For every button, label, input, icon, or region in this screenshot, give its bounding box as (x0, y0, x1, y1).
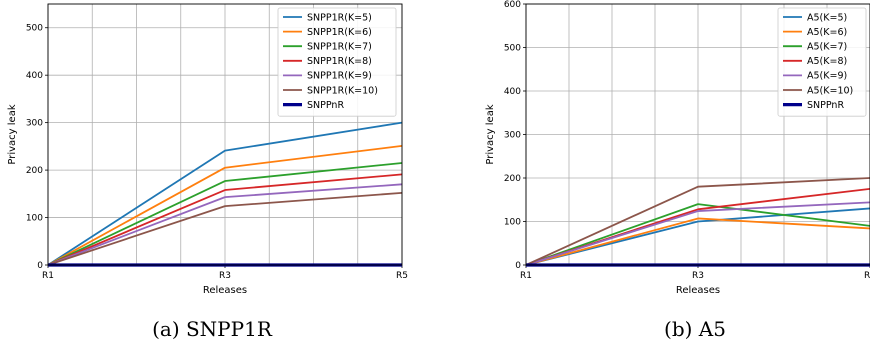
x-tick-label: R5 (864, 271, 870, 281)
legend-box (277, 7, 397, 117)
y-tick-label: 300 (504, 131, 521, 141)
legend-entry: A5(K=6) (807, 27, 847, 38)
legend-entry: A5(K=8) (807, 56, 847, 67)
x-tick-label: R3 (692, 271, 704, 281)
legend-entry: SNPP1R(K=10) (307, 85, 378, 96)
legend-entry: SNPP1R(K=9) (307, 71, 372, 82)
series-line (47, 144, 403, 266)
series-line (525, 201, 870, 266)
legend-entry: SNPP1R(K=8) (307, 56, 372, 67)
x-axis-label: Releases (203, 285, 247, 296)
y-tick-label: 0 (37, 261, 43, 271)
legend-entry: SNPP1R(K=6) (307, 27, 372, 38)
legend-entry: SNPPnR (307, 100, 344, 111)
plot-frame (47, 3, 403, 266)
y-axis-label: Privacy leak (485, 104, 496, 164)
y-tick-label: 500 (504, 44, 521, 54)
series-line (525, 177, 870, 266)
chart-caption: (b) A5 (664, 317, 726, 341)
legend-entry: SNPPnR (807, 100, 844, 111)
y-tick-label: 300 (26, 119, 43, 129)
chart-2: 0 100 200 300 400 500 600 R1 R3 R5 Releases Privacy… (485, 0, 870, 341)
legend-entry: A5(K=5) (807, 12, 847, 23)
legend-entry: SNPP1R(K=5) (307, 12, 372, 23)
y-tick-label: 100 (504, 218, 521, 228)
series-line (47, 121, 403, 266)
x-axis-label: Releases (676, 285, 720, 296)
y-tick-label: 200 (26, 166, 43, 176)
y-axis-label: Privacy leak (7, 104, 18, 164)
series-line (47, 191, 403, 266)
y-tick-label: 500 (26, 24, 43, 34)
x-tick-label: R1 (520, 271, 532, 281)
y-tick-label: 200 (504, 174, 521, 184)
y-tick-label: 600 (504, 0, 521, 10)
x-tick-label: R1 (42, 271, 54, 281)
legend: A5(K=5) A5(K=6) A5(K=7) A5(K=8) A5(K=9) A5(K=… (777, 7, 867, 117)
y-tick-label: 100 (26, 214, 43, 224)
series-line (525, 217, 870, 266)
y-tick-label: 0 (515, 261, 521, 271)
series-line (525, 203, 870, 266)
series-line (525, 207, 870, 266)
series-line (47, 162, 403, 266)
y-tick-label: 400 (504, 87, 521, 97)
chart-1: 0 100 200 300 400 500 R1 R3 R5 Releases Privacy le… (7, 3, 408, 341)
series-line (47, 173, 403, 266)
x-tick-label: R5 (396, 271, 408, 281)
legend: SNPP1R(K=5) SNPP1R(K=6) SNPP1R(K=7) SNPP1R(… (277, 7, 397, 117)
y-tick-label: 400 (26, 71, 43, 81)
legend-entry: A5(K=10) (807, 85, 853, 96)
legend-entry: A5(K=9) (807, 71, 847, 82)
series-line (47, 183, 403, 266)
plot-frame (525, 3, 870, 266)
chart-caption: (a) SNPP1R (152, 317, 273, 341)
x-tick-label: R3 (219, 271, 231, 281)
legend-entry: SNPP1R(K=7) (307, 42, 372, 53)
legend-entry: A5(K=7) (807, 42, 847, 53)
